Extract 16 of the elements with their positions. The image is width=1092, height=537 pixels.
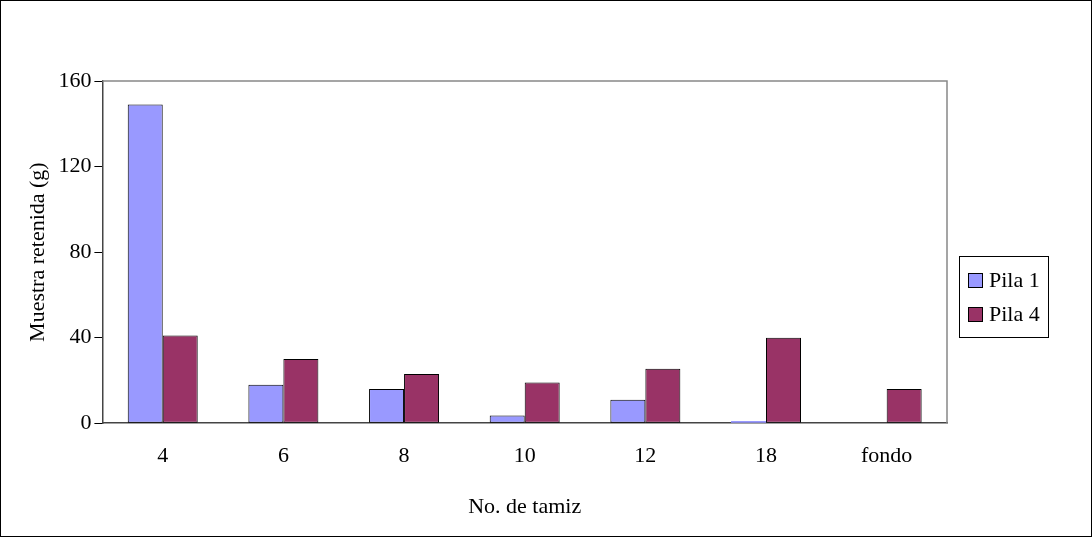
x-tick-label: 12: [634, 442, 657, 468]
x-tick-label: 10: [513, 442, 536, 468]
y-axis-title: Muestra retenida (g): [23, 162, 49, 342]
x-tick-label: 18: [755, 442, 778, 468]
legend-label: Pila 1: [989, 266, 1040, 294]
x-tick-label: fondo: [861, 442, 913, 468]
y-tick-label: 40: [69, 323, 92, 349]
legend-label: Pila 4: [989, 300, 1040, 328]
y-tick-label: 160: [58, 66, 92, 92]
y-tick-label: 80: [69, 237, 92, 263]
y-tick-label: 120: [58, 152, 92, 178]
x-tick-label: 6: [277, 442, 289, 468]
x-tick-label: 8: [398, 442, 410, 468]
x-tick-label: 4: [157, 442, 169, 468]
x-axis-title: No. de tamiz: [468, 492, 582, 518]
y-tick-label: 0: [80, 408, 92, 434]
